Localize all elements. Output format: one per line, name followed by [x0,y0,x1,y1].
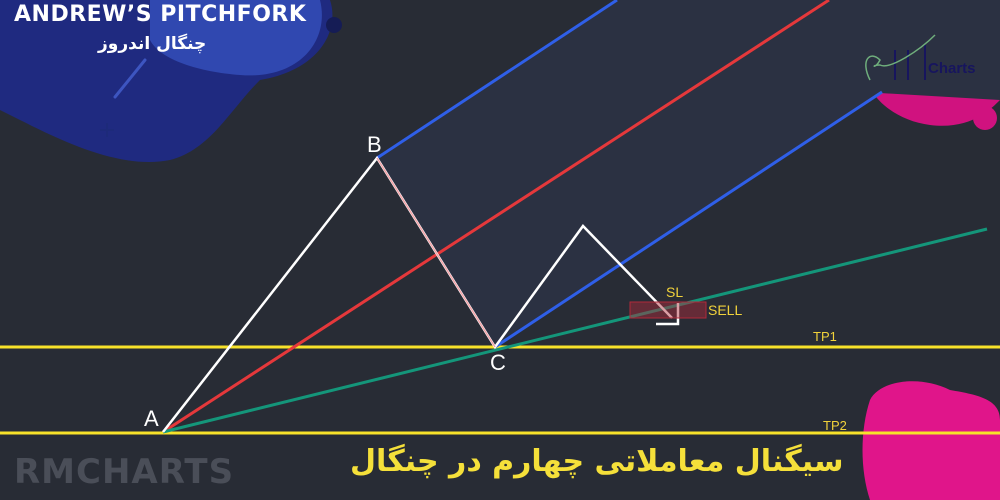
page-subtitle: چنگال اندروز [98,34,207,54]
sell-label: SELL [708,302,743,318]
lower-parallel-line [494,90,883,349]
arrow-head-icon [656,303,680,326]
pitchfork-channel-shade [377,0,1000,347]
upper-parallel-line [376,0,618,160]
median-line [162,0,830,434]
caption: سیگنال معاملاتی چهارم در چنگال [350,444,844,479]
logo-text: Charts [928,60,976,77]
point-c-label: C [490,350,506,375]
rm-logo-mark [865,34,936,81]
stop-loss-box [629,301,707,319]
bc-leg-highlight [376,157,496,348]
tp2-label: TP2 [823,418,847,433]
bottom-right-blob-decoration [862,381,1000,500]
tp1-label: TP1 [813,329,837,344]
stop-loss-label: SL [666,284,684,300]
page-title: ANDREW’S PITCHFORK [14,2,307,27]
point-b-label: B [367,132,382,157]
trendline [162,227,988,434]
brand-watermark: RMCHARTS [14,452,235,492]
top-left-blob-decoration [0,0,342,162]
point-a-label: A [144,406,159,431]
